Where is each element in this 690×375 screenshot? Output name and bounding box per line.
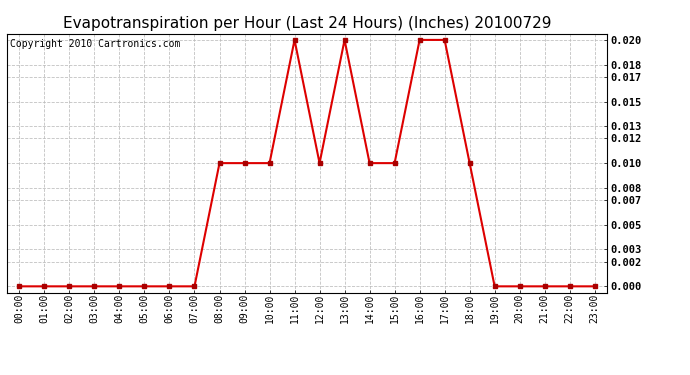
Text: Copyright 2010 Cartronics.com: Copyright 2010 Cartronics.com [10, 39, 180, 49]
Title: Evapotranspiration per Hour (Last 24 Hours) (Inches) 20100729: Evapotranspiration per Hour (Last 24 Hou… [63, 16, 551, 31]
